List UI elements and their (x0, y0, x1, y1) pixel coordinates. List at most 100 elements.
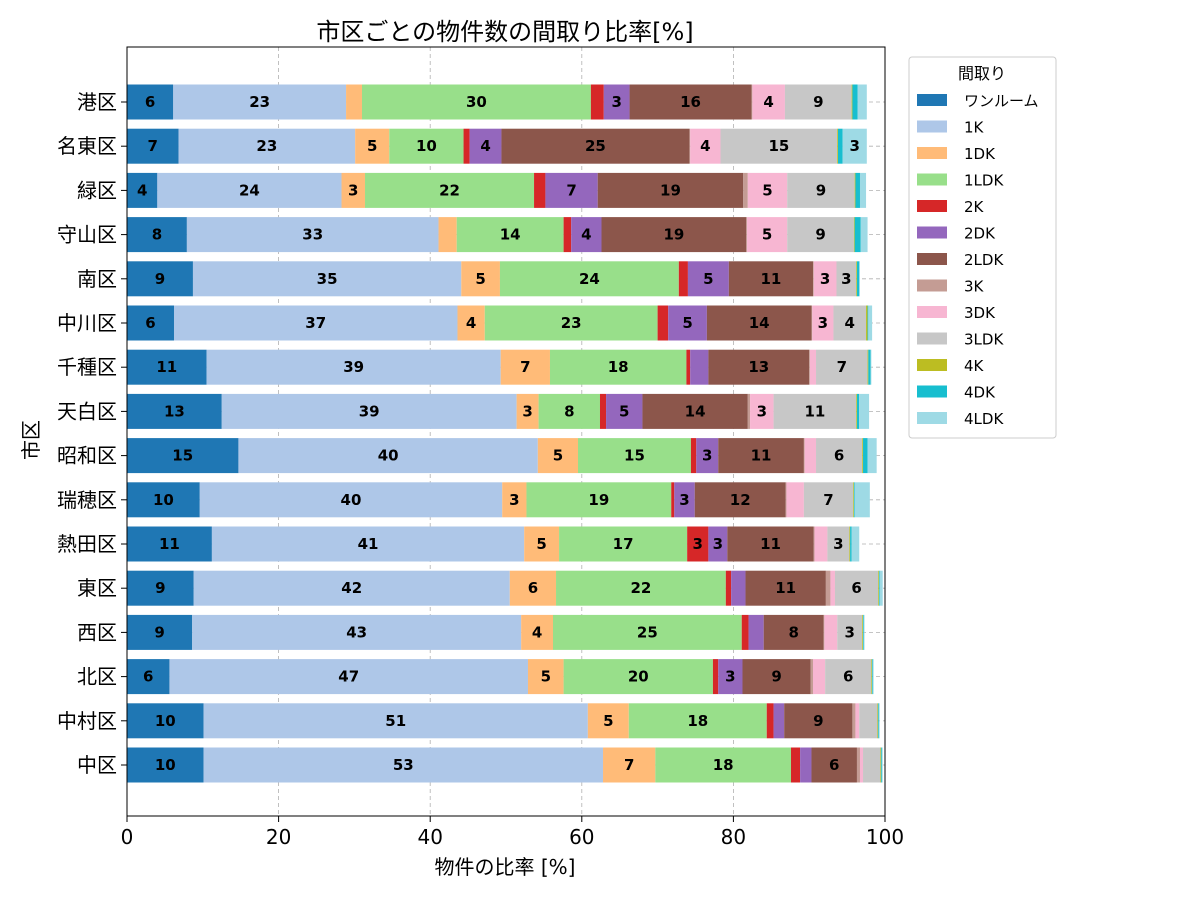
bar-segment (809, 349, 817, 385)
legend-swatch (917, 120, 947, 133)
bar-segment (127, 393, 222, 429)
bar-segment (597, 172, 744, 208)
bar-value-label: 7 (148, 137, 158, 155)
bar-segment (534, 172, 546, 208)
bar-segment (812, 261, 814, 297)
x-tick-label: 80 (721, 825, 746, 849)
bar-segment (741, 614, 749, 650)
bar-value-label: 3 (713, 535, 723, 553)
bar-value-label: 33 (302, 226, 323, 244)
bar-value-label: 23 (561, 314, 582, 332)
bar-value-label: 9 (771, 668, 781, 686)
bar-segment (461, 261, 500, 297)
bar-value-label: 9 (815, 226, 825, 244)
y-tick-label: 中川区 (57, 311, 117, 335)
bar-segment (587, 703, 629, 739)
bar-value-label: 37 (305, 314, 326, 332)
bar-segment (603, 84, 630, 120)
bar-segment (690, 128, 721, 164)
bar-segment (499, 261, 679, 297)
bar-segment (501, 128, 690, 164)
bar-segment (127, 614, 193, 650)
bar-segment (834, 570, 879, 606)
bar-segment (355, 128, 390, 164)
legend-swatch (917, 385, 947, 398)
bar-segment (706, 305, 812, 341)
bar-segment (842, 128, 867, 164)
bar-value-label: 19 (660, 181, 681, 199)
bar-segment (811, 747, 857, 783)
bar-segment (854, 172, 856, 208)
bar-segment (849, 526, 851, 562)
x-tick-label: 0 (121, 825, 134, 849)
bar-value-label: 4 (480, 137, 490, 155)
bar-segment (871, 659, 873, 695)
bar-segment (186, 217, 439, 253)
bar-segment (773, 393, 857, 429)
bar-segment (827, 526, 850, 562)
y-tick-label: 守山区 (57, 223, 117, 247)
bar-segment (127, 128, 179, 164)
bar-segment (813, 526, 815, 562)
bar-value-label: 25 (585, 137, 606, 155)
bar-value-label: 43 (346, 623, 367, 641)
bar-value-label: 6 (143, 668, 153, 686)
legend: 間取り ワンルーム 1K 1DK 1LDK 2K 2DK 2LDK 3K 3DK 3LDK 4K 4D… (908, 56, 1057, 439)
bar-value-label: 5 (762, 226, 772, 244)
bar-segment (178, 128, 356, 164)
bar-value-label: 35 (317, 270, 338, 288)
bar-value-label: 15 (768, 137, 789, 155)
bar-value-label: 3 (702, 447, 712, 465)
bar-value-label: 4 (466, 314, 476, 332)
bar-segment (678, 261, 688, 297)
bar-value-label: 6 (829, 756, 839, 774)
bar-segment (852, 84, 858, 120)
bar-segment (851, 84, 853, 120)
legend-swatch (917, 279, 947, 292)
bar-segment (127, 172, 158, 208)
legend-swatch (917, 412, 947, 424)
legend-label: 3LDK (964, 331, 1004, 349)
bar-segment (674, 482, 695, 518)
bar-value-label: 5 (553, 447, 563, 465)
bar-segment (862, 438, 864, 474)
bar-segment (750, 393, 774, 429)
bar-value-label: 4 (137, 181, 147, 199)
bar-segment (694, 482, 786, 518)
bar-segment (127, 526, 212, 562)
legend-swatch (917, 253, 947, 265)
bar-value-label: 3 (757, 402, 767, 420)
bar-value-label: 5 (762, 181, 772, 199)
bar-value-label: 24 (579, 270, 600, 288)
x-tick-label: 40 (417, 825, 442, 849)
bar-segment (747, 393, 751, 429)
bar-segment (859, 703, 878, 739)
bar-segment (601, 217, 747, 253)
bar-value-label: 3 (725, 668, 735, 686)
bar-segment (748, 614, 764, 650)
bar-segment (880, 747, 882, 783)
bar-segment (856, 261, 860, 297)
bar-value-label: 10 (155, 756, 176, 774)
bar-segment (346, 84, 362, 120)
bar-segment (745, 570, 826, 606)
bar-segment (751, 84, 753, 120)
bar-segment (689, 128, 691, 164)
bar-segment (687, 526, 709, 562)
legend-label: 4LDK (964, 410, 1004, 428)
bar-value-label: 3 (679, 491, 689, 509)
bar-segment (833, 305, 867, 341)
bar-segment (867, 305, 869, 341)
y-axis-title: 市区 (19, 420, 43, 460)
bar-segment (851, 526, 860, 562)
bar-segment (853, 482, 854, 518)
bar-segment (860, 217, 868, 253)
bar-segment (718, 438, 804, 474)
bar-segment (859, 747, 864, 783)
bar-segment (463, 128, 470, 164)
bar-segment (127, 659, 170, 695)
legend-swatch (917, 226, 947, 239)
bar-segment (863, 614, 865, 650)
bar-segment (127, 349, 207, 385)
bar-segment (785, 482, 787, 518)
